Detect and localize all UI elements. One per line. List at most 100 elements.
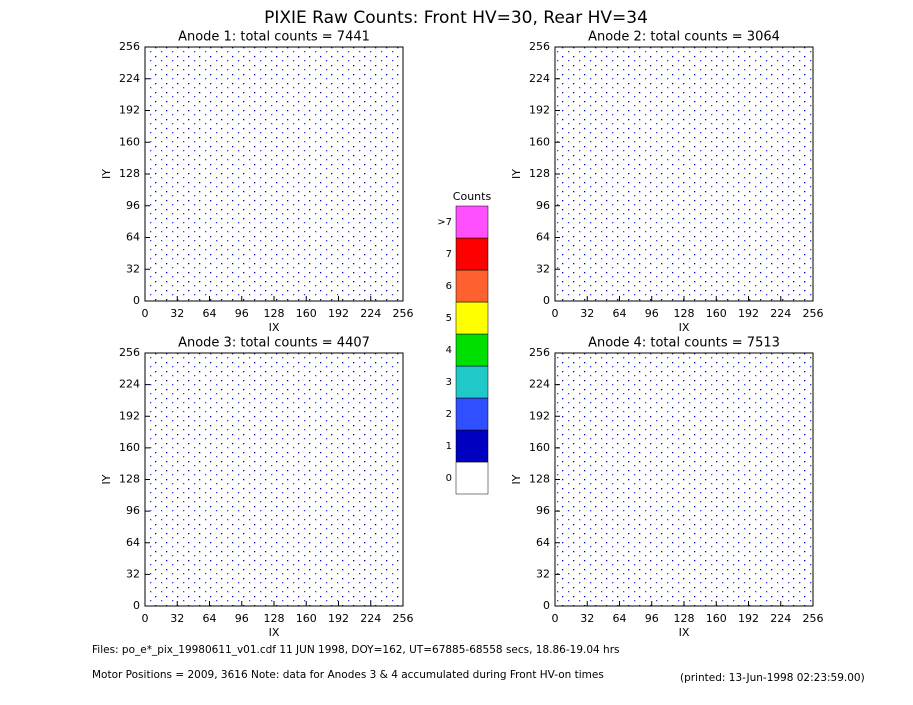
x-tick-label: 32 — [580, 307, 594, 320]
x-tick-label: 160 — [296, 612, 317, 625]
x-tick-label: 224 — [770, 307, 791, 320]
y-tick-label: 0 — [543, 294, 550, 307]
x-tick-label: 32 — [580, 612, 594, 625]
plot-area — [144, 352, 404, 607]
x-tick-label: 160 — [296, 307, 317, 320]
y-tick-label: 256 — [529, 346, 550, 359]
x-tick-label: 256 — [393, 307, 414, 320]
footer-motor: Motor Positions = 2009, 3616 Note: data … — [92, 669, 604, 681]
x-tick-label: 224 — [360, 307, 381, 320]
y-tick-label: 128 — [119, 473, 140, 486]
x-tick-label: 96 — [645, 307, 659, 320]
colorbar-label: 3 — [446, 377, 452, 388]
x-tick-label: 128 — [264, 307, 285, 320]
panel-title: Anode 3: total counts = 4407 — [178, 336, 370, 351]
y-axis-label: IY — [100, 474, 113, 484]
y-tick-label: 0 — [543, 599, 550, 612]
panel-title: Anode 1: total counts = 7441 — [178, 30, 370, 45]
x-tick-label: 32 — [170, 307, 184, 320]
colorbar-label: 2 — [446, 409, 452, 420]
y-tick-label: 64 — [536, 231, 550, 244]
y-tick-label: 128 — [529, 473, 550, 486]
page-title: PIXIE Raw Counts: Front HV=30, Rear HV=3… — [264, 8, 648, 28]
x-axis-label: IX — [269, 626, 280, 639]
x-tick-label: 256 — [393, 612, 414, 625]
x-tick-label: 160 — [706, 307, 727, 320]
x-axis-label: IX — [269, 321, 280, 334]
x-tick-label: 0 — [552, 307, 559, 320]
colorbar-label: 5 — [446, 313, 452, 324]
y-tick-label: 192 — [119, 104, 140, 117]
x-axis-label: IX — [679, 626, 690, 639]
y-tick-label: 0 — [133, 599, 140, 612]
x-tick-label: 96 — [235, 307, 249, 320]
y-axis-label: IY — [510, 169, 523, 179]
x-tick-label: 192 — [328, 307, 349, 320]
plot-area — [144, 46, 404, 302]
panel-title: Anode 4: total counts = 7513 — [588, 336, 780, 351]
y-tick-label: 160 — [119, 135, 140, 148]
y-tick-label: 256 — [529, 40, 550, 53]
colorbar-title: Counts — [453, 190, 492, 203]
y-tick-label: 192 — [529, 104, 550, 117]
y-tick-label: 64 — [536, 536, 550, 549]
y-tick-label: 192 — [529, 409, 550, 422]
colorbar-swatch — [455, 269, 489, 303]
colorbar-label: 7 — [446, 249, 452, 260]
panel-title: Anode 2: total counts = 3064 — [588, 30, 780, 45]
x-tick-label: 0 — [142, 307, 149, 320]
x-tick-label: 0 — [552, 612, 559, 625]
y-tick-label: 32 — [126, 567, 140, 580]
y-tick-label: 32 — [536, 567, 550, 580]
x-tick-label: 64 — [203, 612, 217, 625]
y-tick-label: 96 — [126, 199, 140, 212]
colorbar-swatch — [455, 461, 489, 495]
colorbar-label: >7 — [437, 217, 452, 228]
y-tick-label: 224 — [119, 378, 140, 391]
y-tick-label: 128 — [119, 167, 140, 180]
colorbar-label: 4 — [446, 345, 452, 356]
x-tick-label: 96 — [645, 612, 659, 625]
y-tick-label: 64 — [126, 536, 140, 549]
x-tick-label: 256 — [803, 307, 824, 320]
colorbar-swatch — [455, 237, 489, 271]
y-tick-label: 192 — [119, 409, 140, 422]
y-tick-label: 96 — [126, 504, 140, 517]
x-tick-label: 96 — [235, 612, 249, 625]
footer-files: Files: po_e*_pix_19980611_v01.cdf 11 JUN… — [92, 644, 619, 656]
x-tick-label: 192 — [738, 612, 759, 625]
colorbar-swatch — [455, 365, 489, 399]
y-tick-label: 0 — [133, 294, 140, 307]
colorbar-label: 6 — [446, 281, 452, 292]
y-tick-label: 96 — [536, 199, 550, 212]
footer-printed: (printed: 13-Jun-1998 02:23:59.00) — [680, 672, 865, 684]
x-tick-label: 128 — [674, 307, 695, 320]
colorbar-swatch — [455, 301, 489, 335]
x-tick-label: 64 — [613, 307, 627, 320]
y-tick-label: 160 — [529, 441, 550, 454]
y-tick-label: 224 — [529, 378, 550, 391]
y-tick-label: 160 — [529, 135, 550, 148]
x-tick-label: 224 — [360, 612, 381, 625]
y-tick-label: 224 — [529, 72, 550, 85]
x-tick-label: 128 — [264, 612, 285, 625]
x-tick-label: 224 — [770, 612, 791, 625]
x-tick-label: 192 — [738, 307, 759, 320]
colorbar-swatch — [455, 429, 489, 463]
colorbar-swatch — [455, 397, 489, 431]
y-tick-label: 32 — [536, 262, 550, 275]
x-tick-label: 32 — [170, 612, 184, 625]
colorbar-swatch — [455, 333, 489, 367]
x-tick-label: 192 — [328, 612, 349, 625]
y-tick-label: 96 — [536, 504, 550, 517]
y-tick-label: 256 — [119, 40, 140, 53]
x-tick-label: 0 — [142, 612, 149, 625]
y-tick-label: 224 — [119, 72, 140, 85]
y-tick-label: 256 — [119, 346, 140, 359]
x-tick-label: 64 — [203, 307, 217, 320]
y-tick-label: 64 — [126, 231, 140, 244]
colorbar-swatch — [455, 205, 489, 239]
y-tick-label: 128 — [529, 167, 550, 180]
plot-area — [554, 352, 814, 607]
